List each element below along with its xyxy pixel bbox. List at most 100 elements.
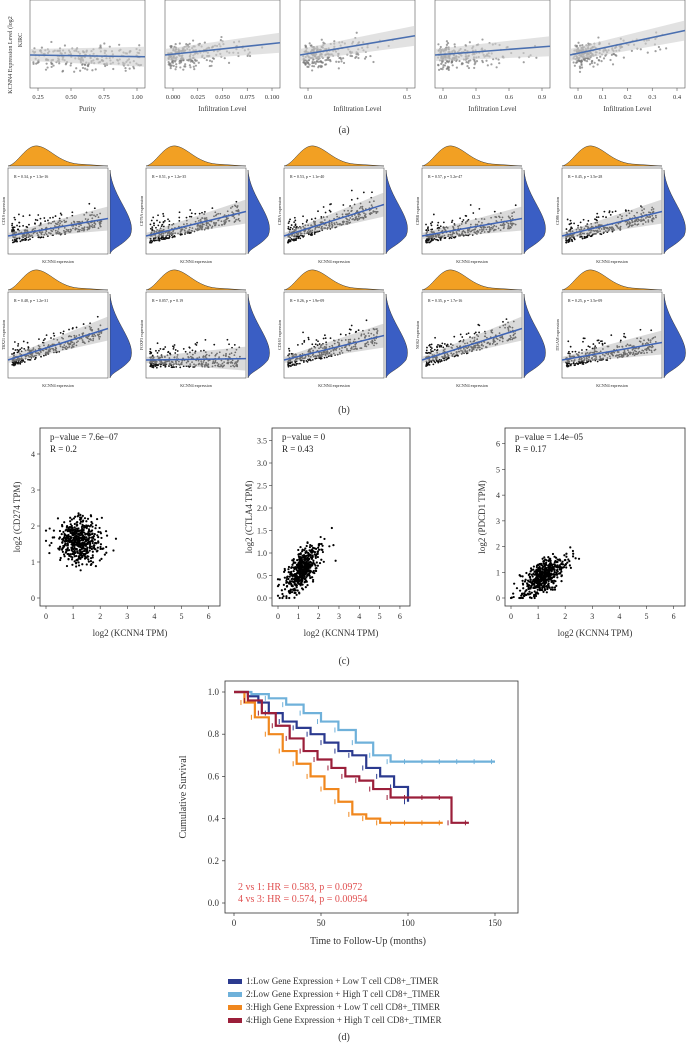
- scatter-point: [573, 64, 576, 67]
- scatter-point: [310, 44, 313, 47]
- scatter-point: [164, 365, 167, 368]
- scatter-point: [293, 221, 296, 223]
- scatter-point: [168, 220, 171, 223]
- scatter-point: [363, 57, 367, 60]
- scatter-point: [580, 361, 583, 364]
- scatter-point: [582, 361, 585, 364]
- scatter-point: [614, 210, 617, 213]
- scatter-point: [63, 521, 66, 524]
- scatter-point: [161, 238, 163, 241]
- scatter-point: [77, 535, 80, 538]
- scatter-point: [44, 338, 46, 340]
- scatter-point: [85, 520, 88, 523]
- scatter-point: [441, 342, 444, 345]
- scatter-point: [38, 338, 40, 341]
- scatter-point: [317, 340, 319, 343]
- scatter-point: [364, 55, 368, 59]
- scatter-point: [162, 215, 165, 218]
- scatter-point: [453, 43, 456, 46]
- scatter-point: [183, 65, 186, 68]
- scatter-point: [595, 218, 598, 221]
- scatter-point: [61, 547, 64, 550]
- scatter-point: [478, 207, 481, 210]
- scatter-point: [93, 533, 96, 536]
- scatter-point: [151, 354, 154, 357]
- scatter-point: [298, 362, 301, 365]
- scatter-point: [70, 546, 73, 549]
- scatter-point: [315, 339, 318, 341]
- scatter-point: [581, 362, 584, 365]
- scatter-point: [324, 63, 327, 66]
- scatter-point: [445, 43, 449, 46]
- scatter-point: [322, 337, 325, 340]
- panel-a-xlabel: Infiltration Level: [603, 105, 651, 113]
- scatter-point: [575, 362, 578, 365]
- scatter-point: [79, 520, 83, 523]
- scatter-point: [32, 61, 35, 64]
- scatter-point: [82, 519, 85, 522]
- scatter-point: [152, 222, 155, 225]
- scatter-point: [639, 48, 642, 51]
- scatter-point: [178, 42, 181, 45]
- scatter-point: [485, 59, 488, 62]
- scatter-point: [486, 64, 489, 67]
- scatter-point: [22, 224, 24, 227]
- scatter-point: [50, 541, 53, 545]
- scatter-point: [168, 365, 170, 367]
- scatter-point: [597, 36, 600, 39]
- confidence-band: [435, 36, 550, 61]
- scatter-point: [319, 357, 322, 360]
- scatter-point: [105, 551, 108, 554]
- scatter-point: [159, 365, 162, 368]
- scatter-point: [75, 524, 78, 527]
- scatter-point: [161, 223, 164, 226]
- scatter-point: [45, 62, 48, 65]
- scatter-point: [11, 224, 13, 227]
- scatter-point: [469, 204, 472, 206]
- scatter-point: [73, 555, 76, 558]
- scatter-point: [466, 65, 469, 68]
- scatter-point: [498, 62, 501, 65]
- scatter-point: [310, 218, 313, 221]
- scatter-point: [99, 531, 102, 534]
- scatter-point: [150, 219, 153, 222]
- scatter-point: [432, 213, 435, 216]
- scatter-point: [79, 569, 82, 572]
- scatter-point: [194, 343, 197, 345]
- scatter-point: [430, 224, 433, 227]
- scatter-point: [427, 363, 430, 366]
- scatter-point: [22, 215, 25, 218]
- scatter-point: [13, 351, 16, 354]
- scatter-point: [13, 240, 16, 243]
- scatter-point: [69, 553, 72, 556]
- scatter-point: [81, 66, 85, 70]
- scatter-point: [601, 342, 604, 345]
- scatter-point: [196, 341, 199, 344]
- scatter-point: [42, 236, 45, 239]
- scatter-point: [20, 347, 23, 349]
- y-tick-label: 4: [31, 450, 35, 459]
- scatter-point: [92, 537, 95, 540]
- scatter-point: [171, 61, 175, 64]
- scatter-point: [467, 332, 470, 335]
- scatter-point: [450, 343, 452, 346]
- scatter-point: [210, 64, 213, 67]
- scatter-point: [450, 237, 453, 240]
- scatter-point: [69, 539, 73, 542]
- scatter-point: [156, 342, 159, 345]
- scatter-point: [356, 197, 359, 200]
- scatter-point: [590, 61, 593, 65]
- scatter-point: [89, 533, 92, 536]
- scatter-point: [350, 189, 353, 192]
- scatter-point: [11, 353, 13, 355]
- scatter-point: [190, 212, 193, 215]
- scatter-point: [294, 223, 297, 226]
- scatter-point: [592, 65, 595, 68]
- y-tick-label: 3: [31, 486, 35, 495]
- scatter-point: [154, 365, 157, 368]
- scatter-point: [599, 55, 602, 58]
- panel-b-label: (b): [338, 405, 350, 416]
- scatter-point: [12, 241, 14, 244]
